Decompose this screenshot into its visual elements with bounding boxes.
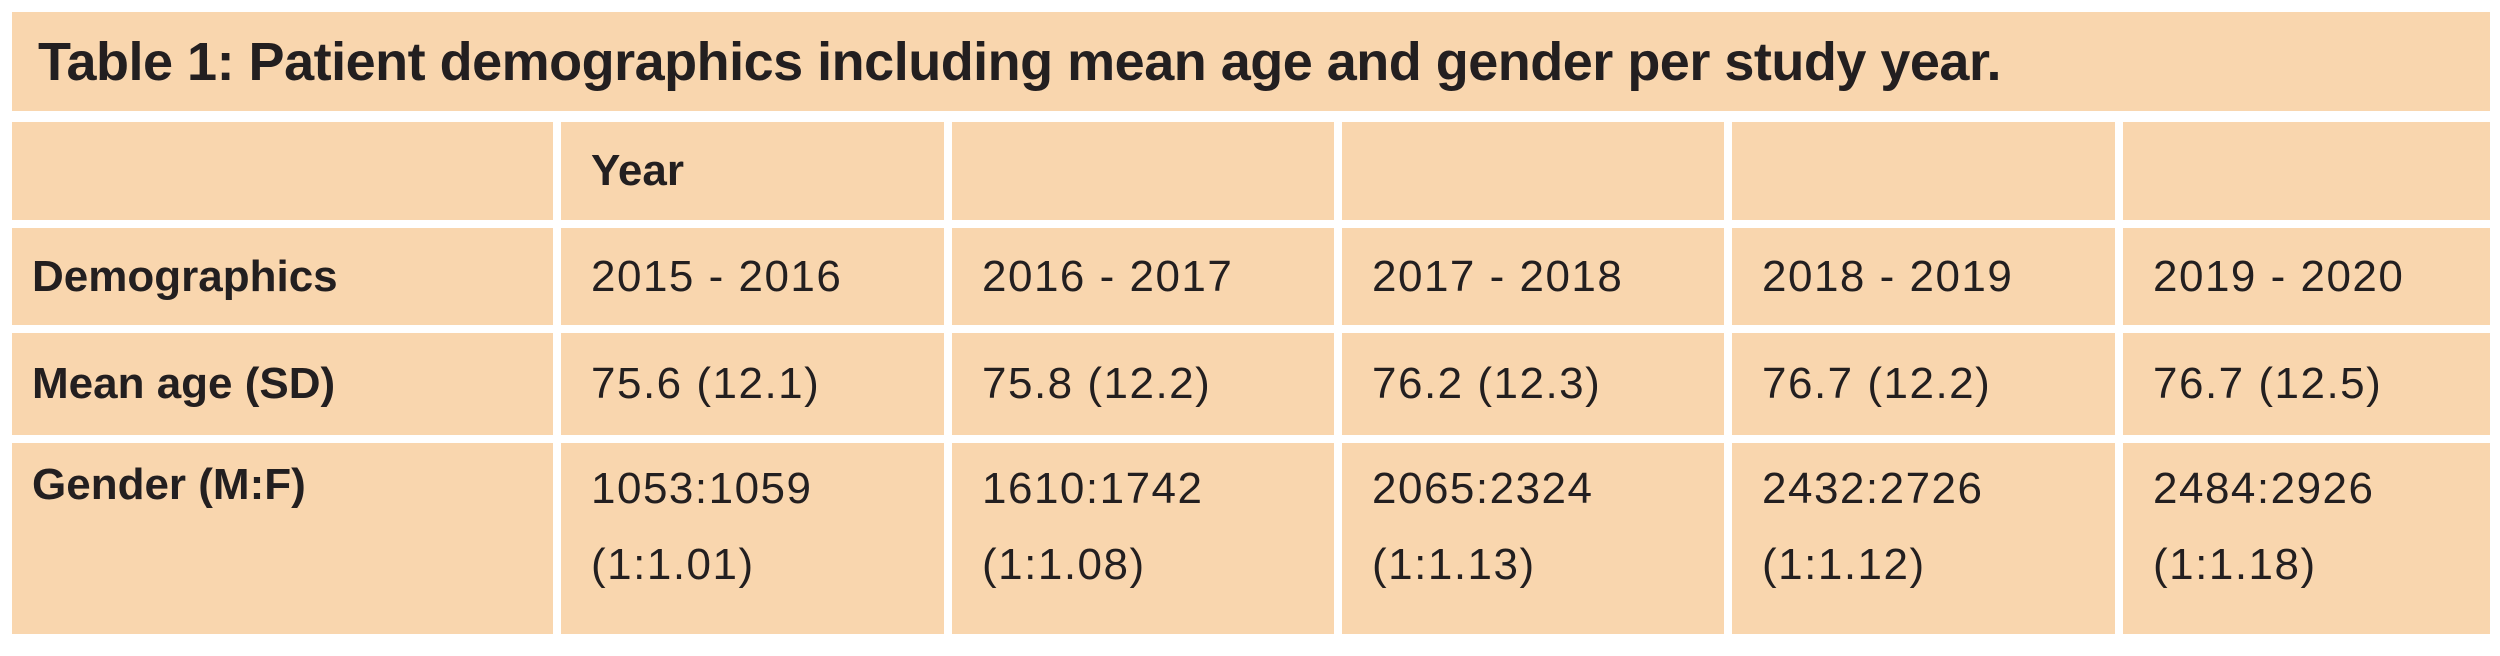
- year-cell: 2017 - 2018: [1342, 228, 1724, 325]
- empty-header-cell: [2123, 122, 2490, 220]
- year-cell: 2019 - 2020: [2123, 228, 2490, 325]
- year-cell: 2015 - 2016: [561, 228, 944, 325]
- mean-age-cell: 76.7 (12.5): [2123, 333, 2490, 435]
- row-label-mean-age: Mean age (SD): [12, 333, 553, 435]
- year-cell: 2018 - 2019: [1732, 228, 2115, 325]
- gender-counts: 2432:2726: [1762, 464, 1984, 513]
- gender-ratio: (1:1.18): [2153, 540, 2317, 589]
- gender-counts: 1610:1742: [982, 464, 1204, 513]
- empty-header-cell: [1342, 122, 1724, 220]
- gender-ratio: (1:1.13): [1372, 540, 1536, 589]
- empty-header-cell: [1732, 122, 2115, 220]
- mean-age-cell: 76.2 (12.3): [1342, 333, 1724, 435]
- gender-cell: 1053:1059 (1:1.01): [561, 443, 944, 634]
- gender-cell: 2065:2324 (1:1.13): [1342, 443, 1724, 634]
- gender-counts: 1053:1059: [591, 464, 813, 513]
- empty-header-cell: [952, 122, 1334, 220]
- year-cell: 2016 - 2017: [952, 228, 1334, 325]
- row-label-demographics: Demographics: [12, 228, 553, 325]
- demographics-table: Year Demographics 2015 - 2016 2016 - 201…: [12, 122, 2490, 634]
- gender-ratio: (1:1.12): [1762, 540, 1926, 589]
- gender-cell: 1610:1742 (1:1.08): [952, 443, 1334, 634]
- gender-ratio: (1:1.08): [982, 540, 1146, 589]
- mean-age-cell: 76.7 (12.2): [1732, 333, 2115, 435]
- row-label-gender: Gender (M:F): [12, 443, 553, 634]
- gender-cell: 2484:2926 (1:1.18): [2123, 443, 2490, 634]
- table-title: Table 1: Patient demographics including …: [12, 12, 2490, 111]
- gender-cell: 2432:2726 (1:1.12): [1732, 443, 2115, 634]
- mean-age-cell: 75.6 (12.1): [561, 333, 944, 435]
- year-header-cell: Year: [561, 122, 944, 220]
- mean-age-cell: 75.8 (12.2): [952, 333, 1334, 435]
- gender-ratio: (1:1.01): [591, 540, 755, 589]
- gender-counts: 2484:2926: [2153, 464, 2375, 513]
- gender-counts: 2065:2324: [1372, 464, 1594, 513]
- corner-cell: [12, 122, 553, 220]
